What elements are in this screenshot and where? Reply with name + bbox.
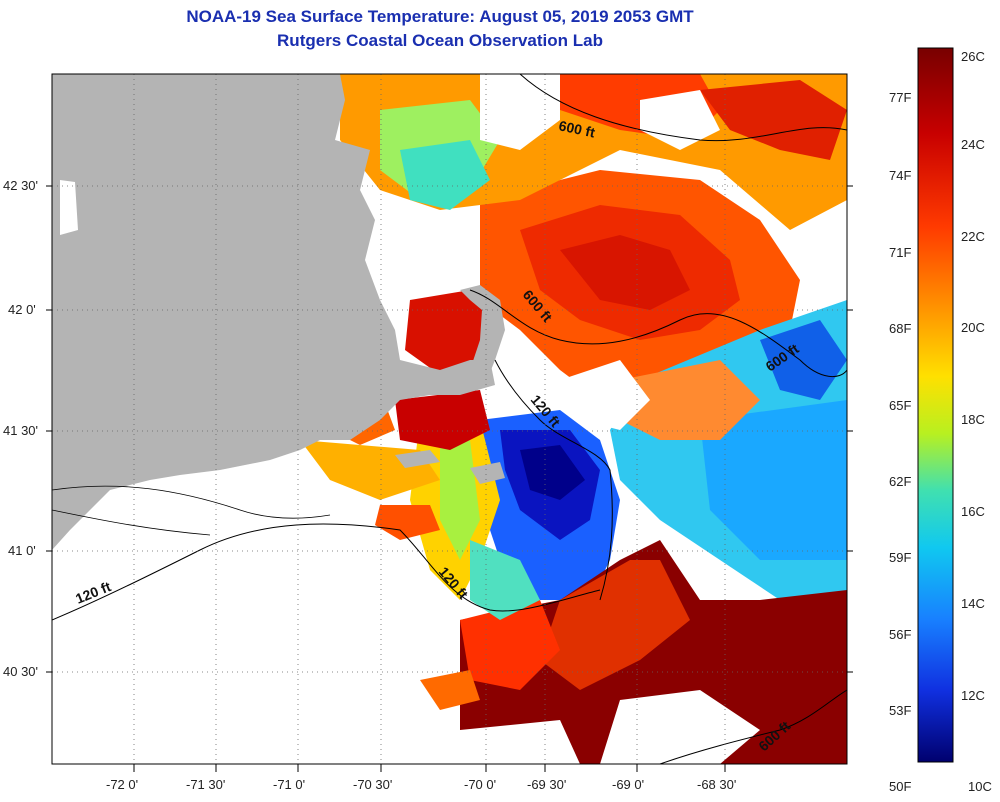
lon-label: -70 30'	[353, 777, 392, 792]
colorbar-celsius-labels: 26C 24C 22C 20C 18C 16C 14C 12C 10C	[961, 49, 992, 794]
celsius-label: 12C	[961, 688, 985, 703]
fahrenheit-label: 53F	[889, 703, 911, 718]
nantucket-island	[470, 462, 505, 484]
lon-label: -71 30'	[186, 777, 225, 792]
fahrenheit-label: 68F	[889, 321, 911, 336]
fahrenheit-label: 65F	[889, 398, 911, 413]
celsius-label: 10C	[968, 779, 992, 794]
lat-lon-gridlines	[52, 74, 847, 764]
lat-label: 41 0'	[8, 543, 36, 558]
marthas-vineyard	[395, 450, 440, 468]
lon-label: -71 0'	[273, 777, 305, 792]
map-frame	[51, 73, 848, 765]
lat-label: 42 30'	[3, 178, 38, 193]
celsius-label: 20C	[961, 320, 985, 335]
celsius-label: 18C	[961, 412, 985, 427]
celsius-label: 26C	[961, 49, 985, 64]
celsius-label: 22C	[961, 229, 985, 244]
fahrenheit-label: 50F	[889, 779, 911, 794]
fahrenheit-label: 74F	[889, 168, 911, 183]
map-subtitle: Rutgers Coastal Ocean Observation Lab	[277, 31, 603, 50]
fahrenheit-label: 59F	[889, 550, 911, 565]
lat-label: 41 30'	[3, 423, 38, 438]
contour-120ft	[52, 523, 601, 621]
fahrenheit-label: 77F	[889, 90, 911, 105]
lon-label: -69 30'	[527, 777, 566, 792]
lon-label: -69 0'	[612, 777, 644, 792]
axis-ticks	[46, 185, 853, 772]
fahrenheit-label: 62F	[889, 474, 911, 489]
lon-label: -70 0'	[464, 777, 496, 792]
lon-label: -68 30'	[697, 777, 736, 792]
colorbar-fahrenheit-labels: 77F 74F 71F 68F 65F 62F 59F 56F 53F 50F	[889, 90, 911, 794]
colorbar	[917, 47, 954, 763]
lat-label: 40 30'	[3, 664, 38, 679]
contour-600ft-south	[659, 689, 847, 764]
lon-label: -72 0'	[106, 777, 138, 792]
lat-label: 42 0'	[8, 302, 36, 317]
celsius-label: 16C	[961, 504, 985, 519]
contour-600ft-north	[519, 74, 847, 142]
map-title: NOAA-19 Sea Surface Temperature: August …	[186, 7, 694, 26]
contour-120ft-cape	[494, 359, 613, 601]
contour-600ft-mid	[469, 289, 847, 378]
celsius-label: 14C	[961, 596, 985, 611]
fahrenheit-label: 71F	[889, 245, 911, 260]
cape-cod	[460, 285, 505, 385]
map-area	[52, 74, 847, 764]
contour-label: 600 ft	[557, 117, 596, 140]
fahrenheit-label: 56F	[889, 627, 911, 642]
celsius-label: 24C	[961, 137, 985, 152]
